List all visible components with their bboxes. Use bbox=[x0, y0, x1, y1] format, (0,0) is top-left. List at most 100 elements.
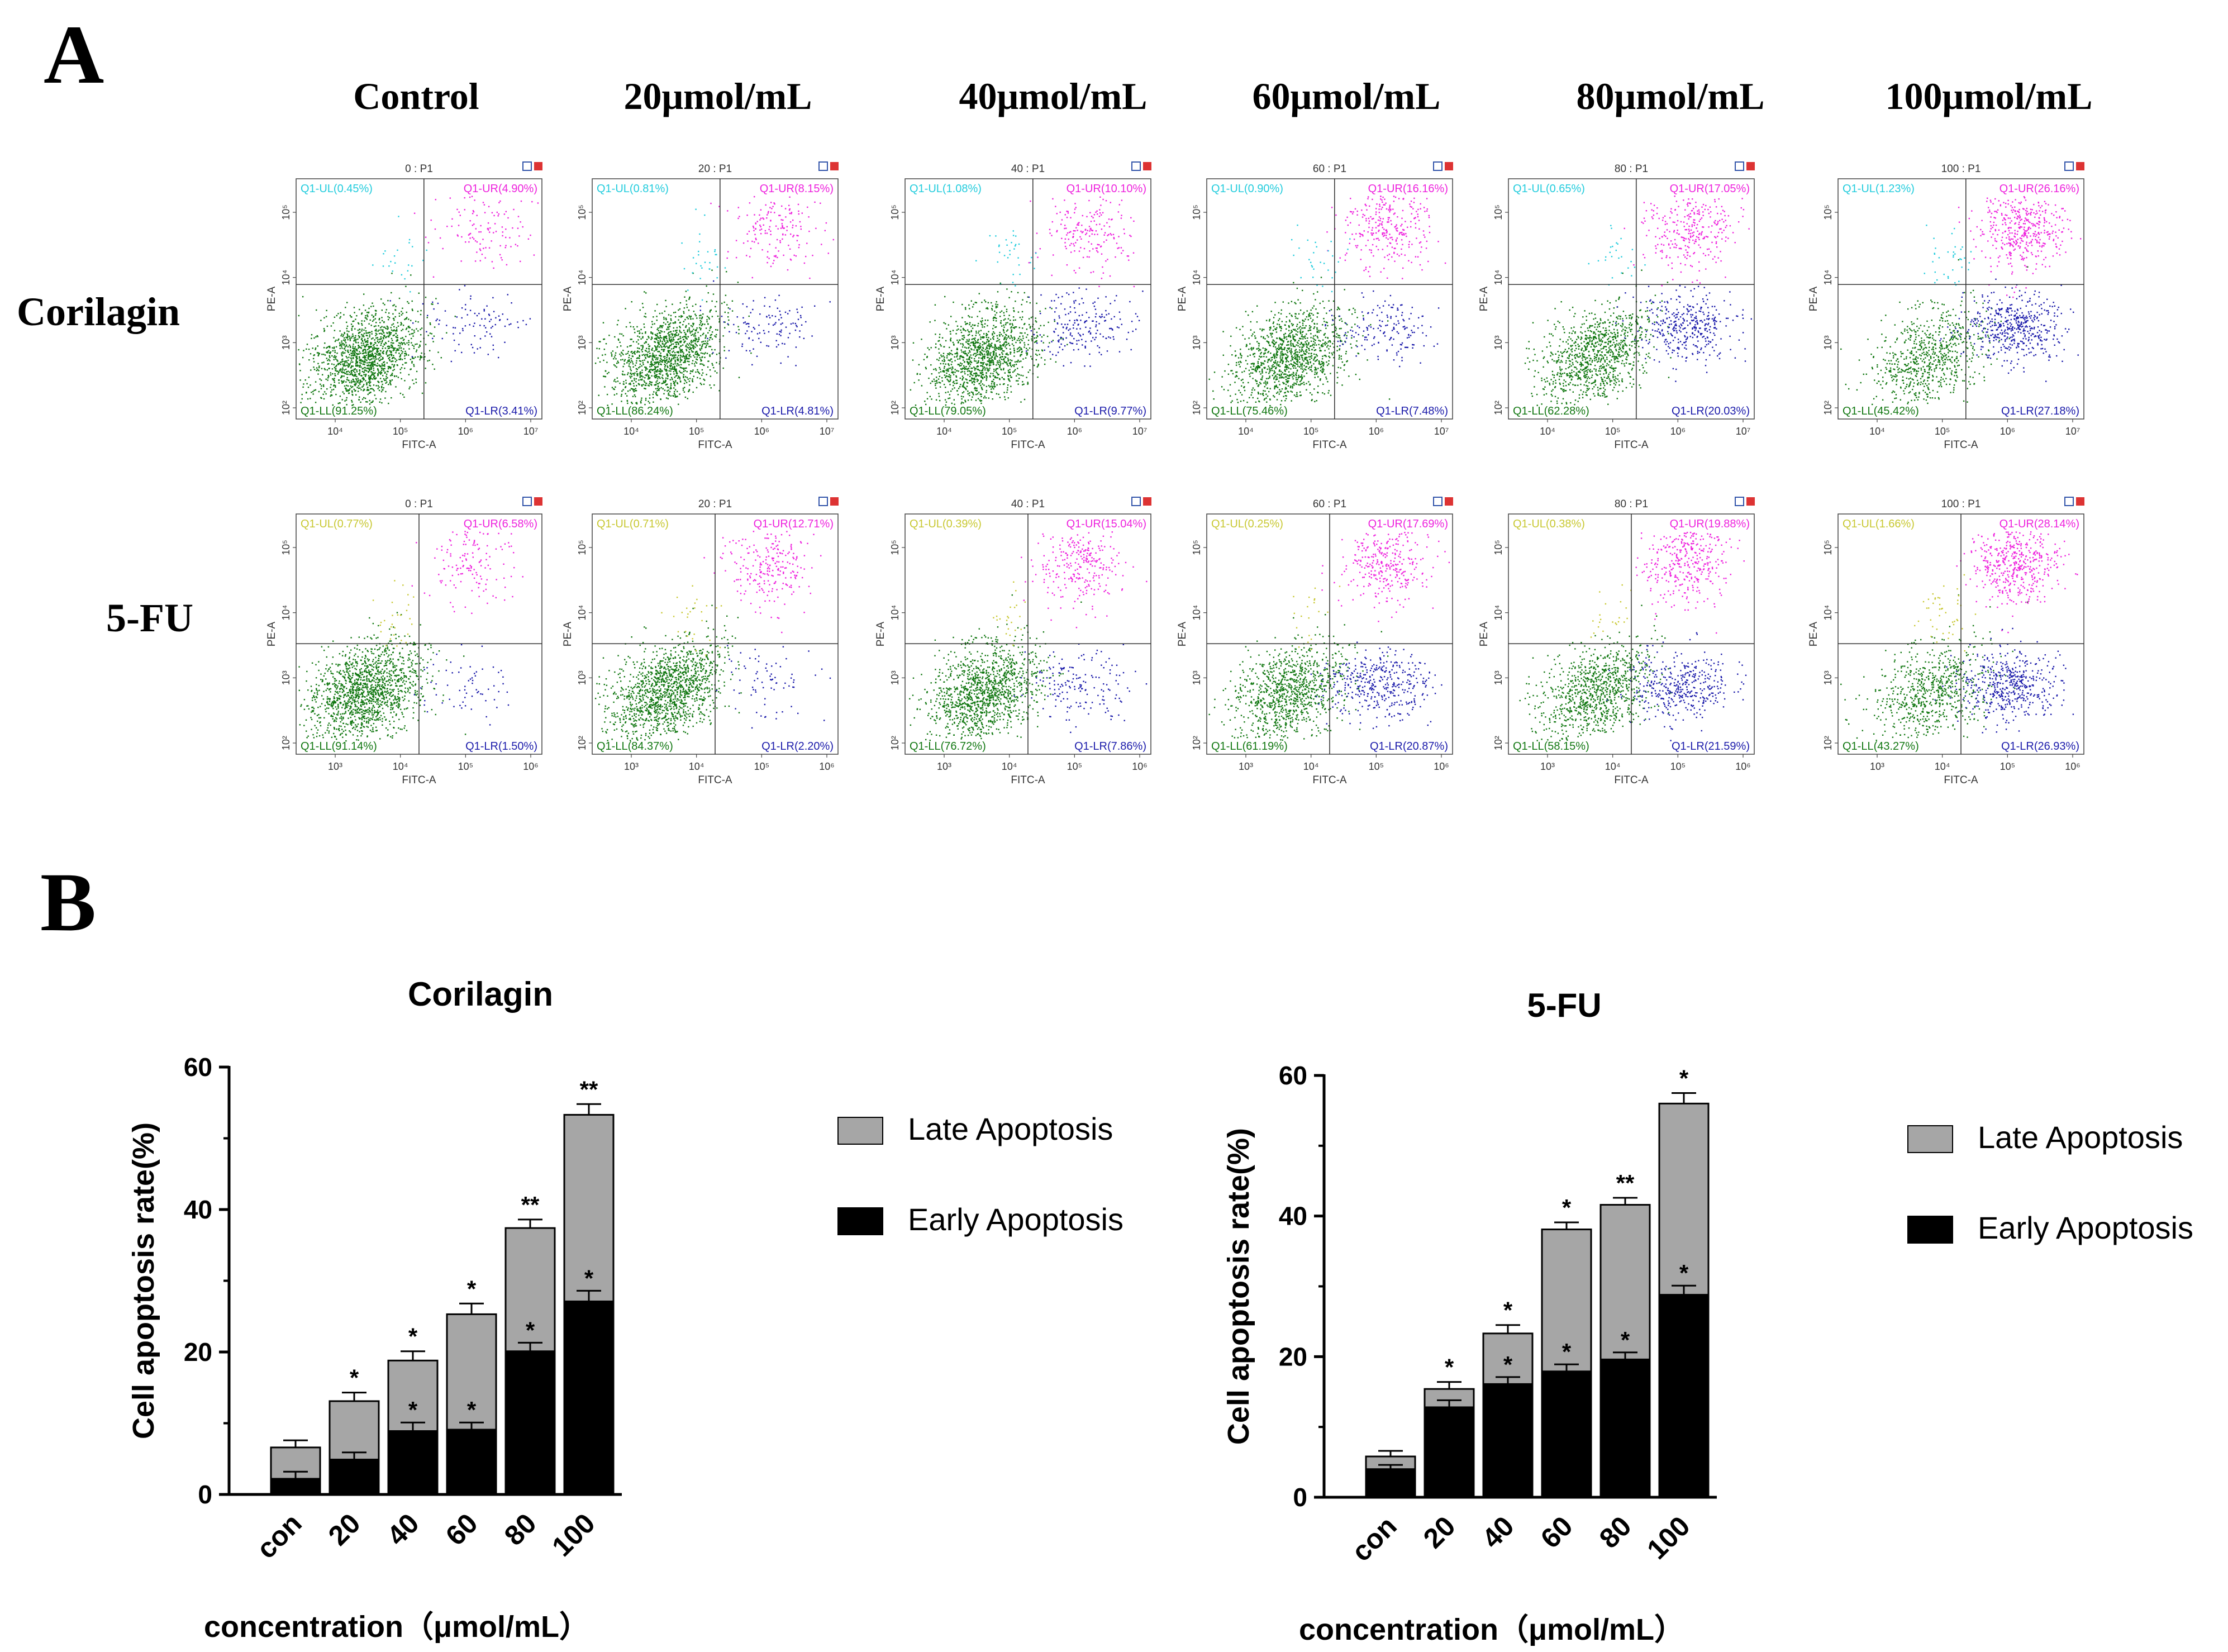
significance-star-late: ** bbox=[580, 1076, 598, 1102]
x-tick-label: 10⁶ bbox=[1067, 426, 1082, 437]
bar-early-apoptosis[interactable] bbox=[1542, 1372, 1591, 1497]
x-tick-label: 10⁶ bbox=[458, 426, 473, 437]
plot-close-icon[interactable] bbox=[830, 162, 839, 170]
category-label: 60 bbox=[440, 1507, 484, 1551]
bar-early-apoptosis[interactable] bbox=[1483, 1384, 1532, 1497]
y-tick-label: 10² bbox=[280, 401, 292, 415]
plot-options-icon[interactable] bbox=[2065, 497, 2073, 506]
significance-star-early: * bbox=[467, 1397, 477, 1423]
x-tick-label: 10⁵ bbox=[689, 426, 704, 437]
bar-early-apoptosis[interactable] bbox=[1366, 1469, 1415, 1497]
y-tick-label: 10² bbox=[889, 736, 901, 750]
category-label: 40 bbox=[1476, 1510, 1520, 1554]
x-tick-label: 10⁶ bbox=[754, 426, 769, 437]
quadrant-ll-label: Q1-LL(75.46%) bbox=[1211, 405, 1288, 417]
quadrant-lr-label: Q1-LR(4.81%) bbox=[761, 405, 834, 417]
bar-early-apoptosis[interactable] bbox=[506, 1351, 555, 1494]
significance-star-early: * bbox=[1562, 1339, 1572, 1365]
flow-plot-title: 20 : P1 bbox=[698, 163, 732, 175]
bar-early-apoptosis[interactable] bbox=[330, 1460, 379, 1494]
x-tick-label: 10⁵ bbox=[1670, 761, 1686, 772]
legend-label-late: Late Apoptosis bbox=[1978, 1120, 2183, 1155]
quadrant-ul-label: Q1-UL(0.77%) bbox=[301, 518, 373, 530]
quadrant-ul-label: Q1-UL(1.23%) bbox=[1843, 183, 1915, 195]
plot-close-icon[interactable] bbox=[2076, 497, 2084, 506]
plot-options-icon[interactable] bbox=[819, 497, 827, 506]
plot-options-icon[interactable] bbox=[1434, 162, 1442, 170]
x-tick-label: 10⁶ bbox=[1735, 761, 1750, 772]
plot-options-icon[interactable] bbox=[523, 497, 531, 506]
plot-options-icon[interactable] bbox=[819, 162, 827, 170]
quadrant-ul-label: Q1-UL(0.45%) bbox=[301, 183, 373, 195]
x-tick-label: 10⁶ bbox=[1132, 761, 1147, 772]
quadrant-lr-label: Q1-LR(9.77%) bbox=[1074, 405, 1146, 417]
y-tick-label: 10² bbox=[577, 401, 588, 415]
plot-options-icon[interactable] bbox=[1132, 162, 1140, 170]
chart-title: 5-FU bbox=[1527, 987, 1601, 1024]
bar-early-apoptosis[interactable] bbox=[564, 1301, 613, 1494]
y-tick-label: 0 bbox=[198, 1480, 212, 1509]
legend-label-early: Early Apoptosis bbox=[1978, 1210, 2193, 1245]
bar-early-apoptosis[interactable] bbox=[271, 1479, 320, 1494]
significance-star-late: * bbox=[350, 1365, 359, 1391]
plot-close-icon[interactable] bbox=[1746, 497, 1755, 506]
plot-options-icon[interactable] bbox=[2065, 162, 2073, 170]
category-label: 100 bbox=[546, 1507, 601, 1563]
x-tick-label: 10⁴ bbox=[1605, 761, 1621, 772]
significance-star-late: * bbox=[1562, 1194, 1572, 1221]
y-tick-label: 10² bbox=[1822, 401, 1834, 415]
plot-close-icon[interactable] bbox=[2076, 162, 2084, 170]
bar-early-apoptosis[interactable] bbox=[1601, 1359, 1650, 1497]
x-tick-label: 10⁵ bbox=[754, 761, 769, 772]
plot-close-icon[interactable] bbox=[1445, 497, 1453, 506]
plot-close-icon[interactable] bbox=[1143, 162, 1151, 170]
y-tick-label: 60 bbox=[184, 1053, 212, 1082]
y-tick-label: 10⁴ bbox=[1822, 270, 1834, 285]
bar-early-apoptosis[interactable] bbox=[1659, 1295, 1708, 1497]
x-tick-label: 10⁴ bbox=[1002, 761, 1017, 772]
plot-close-icon[interactable] bbox=[1143, 497, 1151, 506]
significance-star-early: * bbox=[526, 1317, 535, 1343]
bar-late-apoptosis[interactable] bbox=[330, 1401, 379, 1460]
plot-options-icon[interactable] bbox=[1434, 497, 1442, 506]
plot-options-icon[interactable] bbox=[1735, 497, 1744, 506]
y-tick-label: 10³ bbox=[280, 670, 292, 685]
category-label: 80 bbox=[1593, 1510, 1637, 1554]
plot-close-icon[interactable] bbox=[1445, 162, 1453, 170]
y-tick-label: 10³ bbox=[577, 335, 588, 350]
y-tick-label: 0 bbox=[1293, 1483, 1307, 1512]
bar-early-apoptosis[interactable] bbox=[1425, 1407, 1474, 1497]
bar-early-apoptosis[interactable] bbox=[388, 1431, 437, 1494]
bar-early-apoptosis[interactable] bbox=[447, 1430, 496, 1494]
quadrant-ul-label: Q1-UL(1.08%) bbox=[910, 183, 982, 195]
plot-close-icon[interactable] bbox=[830, 497, 839, 506]
y-axis-label: PE-A bbox=[266, 622, 278, 647]
plot-close-icon[interactable] bbox=[534, 162, 542, 170]
y-tick-label: 10⁴ bbox=[1493, 605, 1504, 621]
flow-plot-title: 60 : P1 bbox=[1313, 498, 1346, 510]
plot-options-icon[interactable] bbox=[1735, 162, 1744, 170]
plot-options-icon[interactable] bbox=[1132, 497, 1140, 506]
x-tick-label: 10⁴ bbox=[1869, 426, 1885, 437]
quadrant-ul-label: Q1-UL(0.90%) bbox=[1211, 183, 1283, 195]
category-label: 40 bbox=[381, 1507, 425, 1551]
plot-close-icon[interactable] bbox=[534, 497, 542, 506]
flow-plot-title: 40 : P1 bbox=[1011, 498, 1045, 510]
plot-options-icon[interactable] bbox=[523, 162, 531, 170]
column-title-100: 100μmol/mL bbox=[1886, 75, 2093, 117]
significance-star-late: ** bbox=[1616, 1170, 1635, 1196]
quadrant-lr-label: Q1-LR(7.86%) bbox=[1074, 740, 1146, 753]
column-title-control: Control bbox=[353, 75, 479, 117]
panel-b-letter: B bbox=[40, 856, 96, 949]
x-tick-label: 10⁴ bbox=[1238, 426, 1254, 437]
significance-star-early: * bbox=[584, 1265, 594, 1291]
plot-close-icon[interactable] bbox=[1746, 162, 1755, 170]
category-label: 20 bbox=[322, 1507, 366, 1551]
category-label: 100 bbox=[1641, 1510, 1696, 1565]
